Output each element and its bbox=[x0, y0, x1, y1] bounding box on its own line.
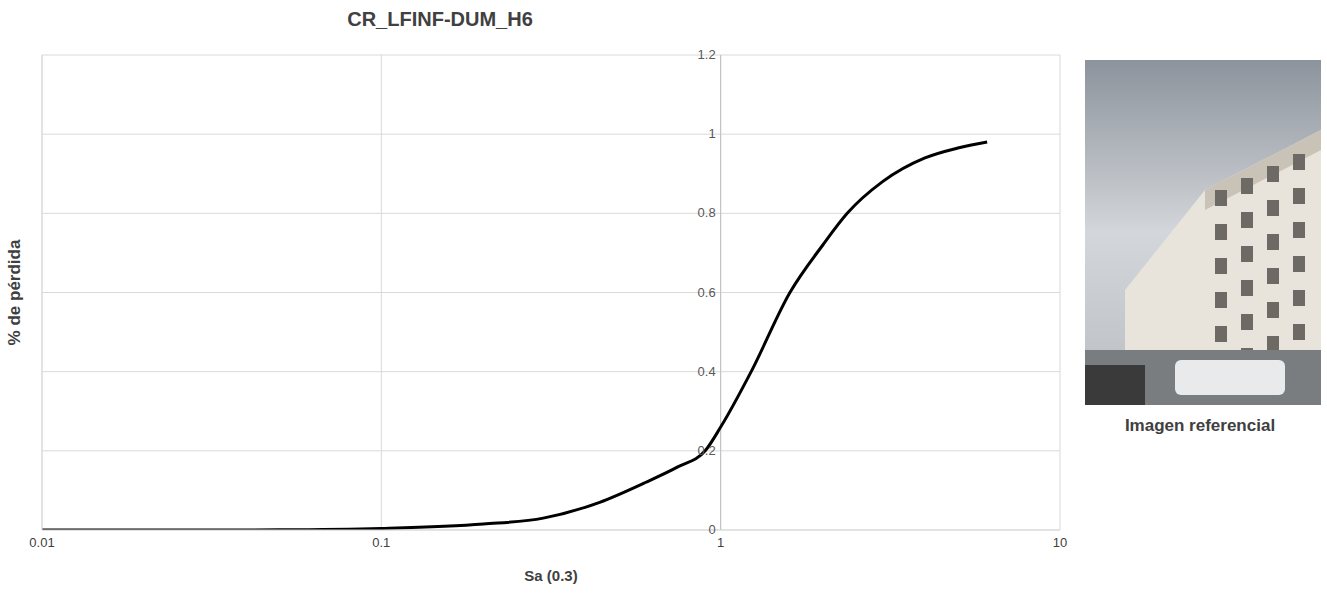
svg-text:0.01: 0.01 bbox=[29, 535, 54, 550]
svg-text:1.2: 1.2 bbox=[698, 47, 716, 62]
svg-text:10: 10 bbox=[1053, 535, 1067, 550]
svg-text:% de pérdida: % de pérdida bbox=[5, 239, 24, 345]
svg-text:0.8: 0.8 bbox=[698, 205, 716, 220]
svg-text:0.4: 0.4 bbox=[698, 364, 716, 379]
svg-text:1: 1 bbox=[708, 126, 715, 141]
svg-text:0: 0 bbox=[708, 522, 715, 537]
svg-text:1: 1 bbox=[717, 535, 724, 550]
svg-text:0.2: 0.2 bbox=[698, 443, 716, 458]
svg-text:0.6: 0.6 bbox=[698, 285, 716, 300]
svg-text:0.1: 0.1 bbox=[372, 535, 390, 550]
html-text:CR_LFINF-DUM_H6: CR_LFINF-DUM_H6 bbox=[347, 8, 533, 30]
svg-text:Sa (0.3): Sa (0.3) bbox=[524, 567, 577, 584]
html-text:Imagen referencial: Imagen referencial bbox=[1124, 416, 1276, 435]
